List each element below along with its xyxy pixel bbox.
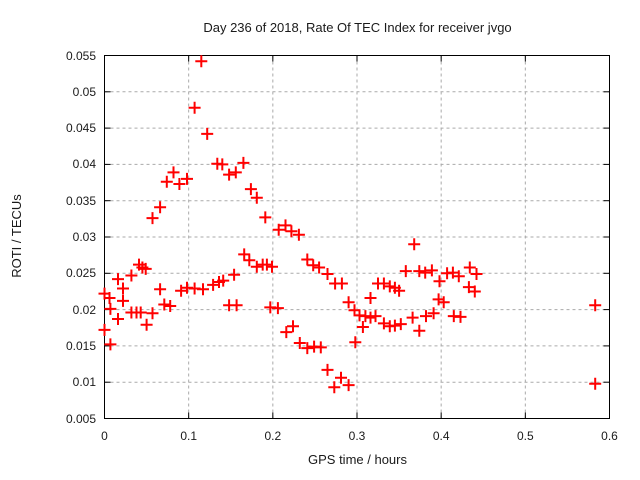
x-tick-label: 0.4 — [432, 429, 450, 443]
y-tick-label: 0.02 — [72, 302, 96, 317]
chart-title: Day 236 of 2018, Rate Of TEC Index for r… — [203, 20, 512, 35]
y-tick-label: 0.05 — [72, 84, 96, 99]
y-tick-label: 0.01 — [72, 375, 96, 390]
y-tick-label: 0.005 — [65, 411, 96, 426]
x-tick-label: 0.1 — [180, 429, 197, 443]
x-tick-label: 0.6 — [601, 429, 618, 443]
x-tick-label: 0.5 — [516, 429, 534, 443]
y-tick-label: 0.055 — [65, 48, 96, 63]
y-tick-label: 0.025 — [65, 266, 96, 281]
x-tick-label: 0.3 — [348, 429, 366, 443]
y-tick-label: 0.03 — [72, 230, 96, 244]
y-tick-label: 0.045 — [65, 121, 96, 136]
x-axis-title: GPS time / hours — [308, 452, 407, 467]
x-tick-label: 0.2 — [264, 429, 282, 443]
y-tick-label: 0.04 — [72, 157, 96, 172]
x-tick-label: 0 — [101, 429, 108, 443]
y-tick-label: 0.015 — [65, 338, 96, 353]
y-tick-label: 0.035 — [65, 193, 96, 208]
scatter-points — [98, 55, 602, 394]
